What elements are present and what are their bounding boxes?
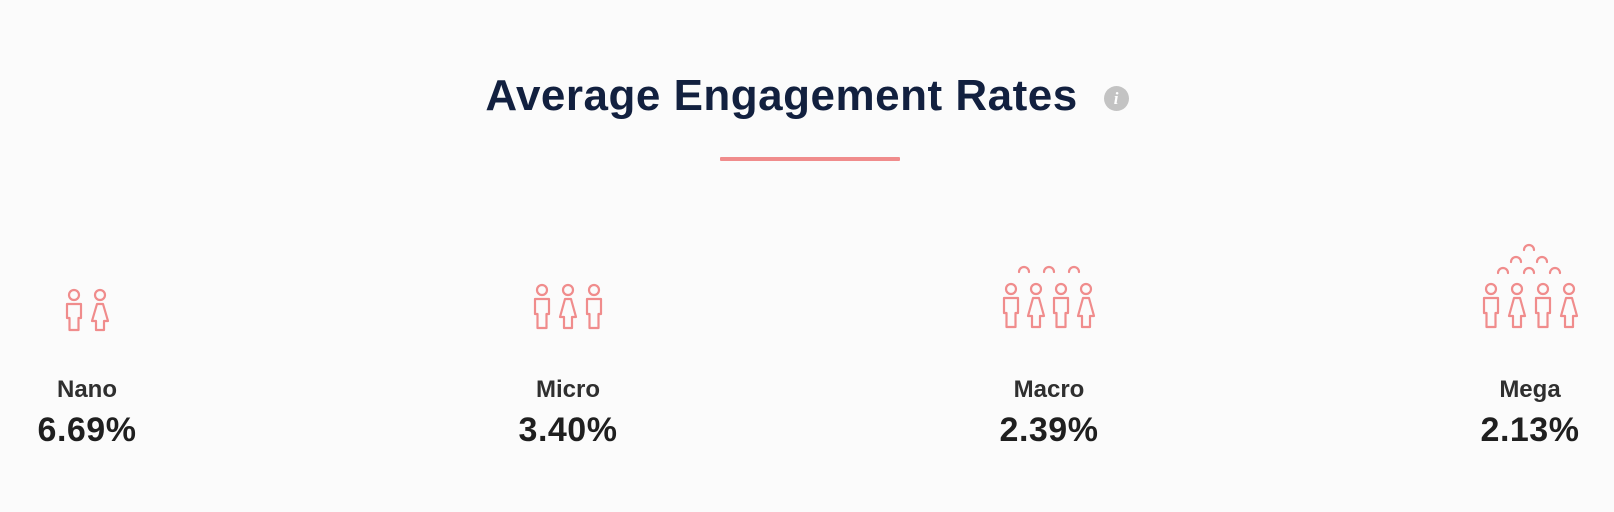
two-people-icon <box>0 244 197 334</box>
three-people-icon <box>458 244 678 334</box>
large-crowd-icon <box>1420 243 1614 334</box>
page-title: Average Engagement Rates <box>485 71 1078 120</box>
tier-label: Nano <box>57 376 117 403</box>
tier-nano: Nano 6.69% <box>0 244 197 450</box>
tier-rate: 3.40% <box>518 411 618 449</box>
small-crowd-icon <box>939 244 1159 334</box>
tier-macro: Macro 2.39% <box>939 244 1159 450</box>
info-icon[interactable]: i <box>1103 85 1129 111</box>
title-row: Average Engagement Rates i <box>485 66 1129 126</box>
tier-rate: 2.39% <box>999 411 1099 449</box>
title-divider <box>720 157 900 161</box>
tier-rate: 2.13% <box>1480 411 1580 449</box>
tier-label: Micro <box>535 376 600 403</box>
tier-micro: Micro 3.40% <box>458 244 678 450</box>
tier-label: Macro <box>1013 376 1085 403</box>
tier-label: Mega <box>1499 376 1561 403</box>
header: Average Engagement Rates i <box>0 66 1614 126</box>
tier-mega: Mega 2.13% <box>1420 243 1614 450</box>
tier-rate: 6.69% <box>37 411 137 449</box>
